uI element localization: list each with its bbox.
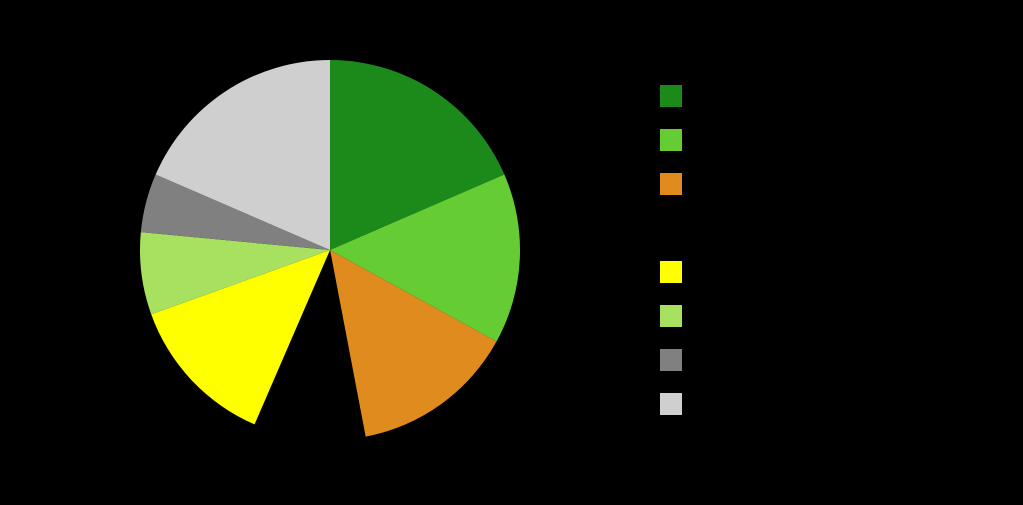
legend-item-5: Series 6 — [660, 305, 743, 327]
legend-swatch-2 — [660, 173, 682, 195]
legend-swatch-4 — [660, 261, 682, 283]
legend-label-3: Series 4 — [692, 220, 743, 236]
legend-label-4: Series 5 — [692, 264, 743, 280]
legend-swatch-3 — [660, 217, 682, 239]
legend: Series 1 Series 2 Series 3 Series 4 Series 5… — [660, 85, 960, 437]
legend-label-6: Series 7 — [692, 352, 743, 368]
legend-swatch-0 — [660, 85, 682, 107]
legend-label-1: Series 2 — [692, 132, 743, 148]
legend-item-7: Series 8 — [660, 393, 743, 415]
legend-item-4: Series 5 — [660, 261, 743, 283]
legend-label-7: Series 8 — [692, 396, 743, 412]
legend-item-3: Series 4 — [660, 217, 743, 239]
legend-swatch-5 — [660, 305, 682, 327]
legend-label-2: Series 3 — [692, 176, 743, 192]
legend-item-2: Series 3 — [660, 173, 743, 195]
legend-item-6: Series 7 — [660, 349, 743, 371]
legend-label-5: Series 6 — [692, 308, 743, 324]
legend-label-0: Series 1 — [692, 88, 743, 104]
legend-item-0: Series 1 — [660, 85, 743, 107]
legend-swatch-6 — [660, 349, 682, 371]
legend-item-1: Series 2 — [660, 129, 743, 151]
chart-stage: { "chart": { "type": "pie", "width": 102… — [0, 0, 1023, 505]
legend-swatch-7 — [660, 393, 682, 415]
legend-swatch-1 — [660, 129, 682, 151]
